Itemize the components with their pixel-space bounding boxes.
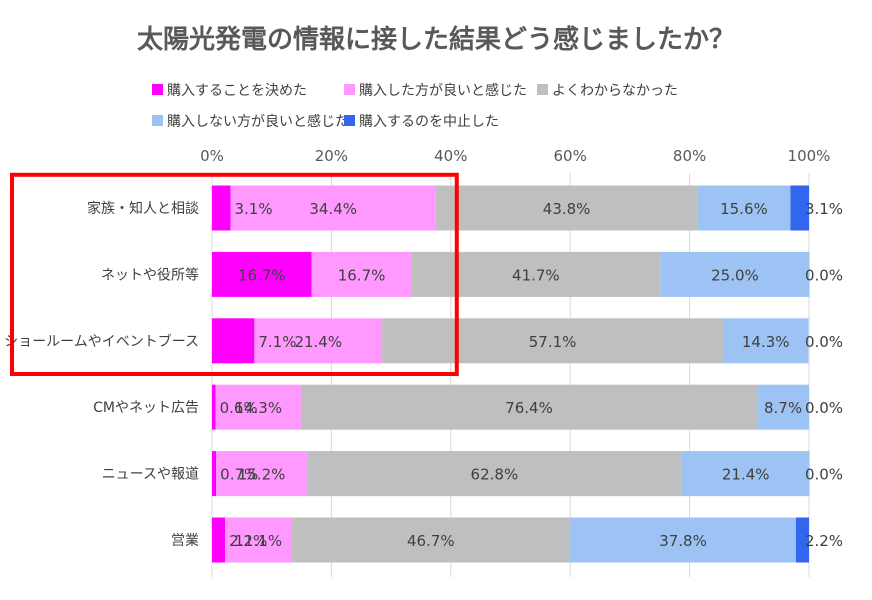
bar-segment (212, 384, 216, 430)
chart-title: 太陽光発電の情報に接した結果どう感じましたか？ (137, 24, 735, 55)
value-label: 15.6% (720, 200, 768, 218)
legend-swatch (344, 84, 355, 95)
value-label: 14.3% (234, 399, 282, 417)
bar-segment (681, 451, 810, 497)
value-label: 0.0% (805, 399, 843, 417)
bar-segment (300, 384, 758, 430)
legend-label: 購入するのを中止した (359, 114, 499, 130)
x-tick-label: 40% (434, 147, 467, 165)
category-label: ネットや役所等 (101, 266, 199, 283)
legend-label: 購入しない方が良いと感じた (167, 113, 349, 130)
bar-segment (212, 517, 226, 563)
value-label: 62.8% (471, 466, 519, 484)
value-label: 7.1% (258, 333, 296, 351)
value-label: 15.2% (238, 466, 286, 484)
value-label: 3.1% (235, 200, 273, 218)
value-label: 25.0% (711, 266, 759, 284)
value-label: 11.1% (234, 532, 282, 550)
value-label: 21.4% (722, 466, 770, 484)
bar-segment (215, 384, 301, 430)
x-tick-label: 80% (673, 147, 706, 165)
bar-segment (311, 251, 412, 297)
bar-segment (697, 185, 791, 231)
bar-segment (212, 251, 312, 297)
bar-segment (212, 185, 231, 231)
bar-segment (795, 517, 809, 563)
value-label: 2.2% (805, 532, 843, 550)
value-label: 16.7% (338, 266, 386, 284)
value-label: 41.7% (512, 266, 560, 284)
bar-segment (225, 517, 292, 563)
bar-segment (723, 318, 809, 364)
bar-segment (291, 517, 571, 563)
value-label: 0.6% (220, 399, 258, 417)
value-label: 57.1% (529, 333, 577, 351)
value-label: 46.7% (407, 532, 455, 550)
value-label: 0.7% (220, 466, 258, 484)
legend-swatch (152, 84, 163, 95)
legend-swatch (344, 115, 355, 126)
x-tick-label: 60% (554, 147, 587, 165)
value-label: 43.8% (543, 200, 591, 218)
value-label: 16.7% (238, 266, 286, 284)
category-label: 家族・知人と相談 (87, 200, 199, 217)
bar-segment (660, 251, 810, 297)
bar-segment (570, 517, 796, 563)
bar-segment (790, 185, 809, 231)
bars (212, 185, 810, 563)
value-label: 34.4% (309, 200, 357, 218)
bar-segment (411, 251, 661, 297)
value-labels: 3.1% 34.4% 43.8% 15.6% 3.1% 16.7% 16.7% 41.7% 25… (220, 200, 843, 550)
x-tick-label: 20% (315, 147, 348, 165)
legend-label: 購入した方が良いと感じた (359, 82, 527, 99)
legend: 購入することを決めた 購入した方が良いと感じた よくわからなかった購入しない方が良い… (152, 82, 678, 130)
category-label: ニュースや報道 (102, 467, 199, 483)
category-label: CMやネット広告 (93, 400, 199, 416)
highlight-box (10, 172, 459, 376)
legend-label: よくわからなかった (552, 83, 678, 99)
bar-segment (254, 318, 383, 364)
bar-segment (212, 318, 255, 364)
value-label: 0.0% (805, 466, 843, 484)
legend-label: 購入することを決めた (167, 83, 307, 99)
bar-segment (382, 318, 724, 364)
legend-swatch (537, 84, 548, 95)
value-label: 8.7% (764, 399, 802, 417)
bar-segment (757, 384, 809, 430)
value-label: 14.3% (742, 333, 790, 351)
bar-segment (435, 185, 698, 231)
value-label: 2.2% (229, 532, 267, 550)
value-label: 76.4% (505, 399, 553, 417)
bar-segment (230, 185, 436, 231)
x-axis-ticks: 0% 20% 40% 60% 80% 100% (200, 147, 830, 165)
bar-segment (216, 451, 307, 497)
bar-segment (306, 451, 682, 497)
value-label: 21.4% (294, 333, 342, 351)
x-tick-label: 0% (200, 147, 224, 165)
category-label: 営業 (171, 533, 199, 549)
value-label: 0.0% (805, 333, 843, 351)
value-label: 37.8% (659, 532, 707, 550)
bar-segment (212, 451, 217, 497)
category-label: ショールームやイベントブース (4, 333, 199, 350)
legend-swatch (152, 115, 163, 126)
value-label: 0.0% (805, 266, 843, 284)
value-label: 3.1% (805, 200, 843, 218)
x-tick-label: 100% (788, 147, 831, 165)
